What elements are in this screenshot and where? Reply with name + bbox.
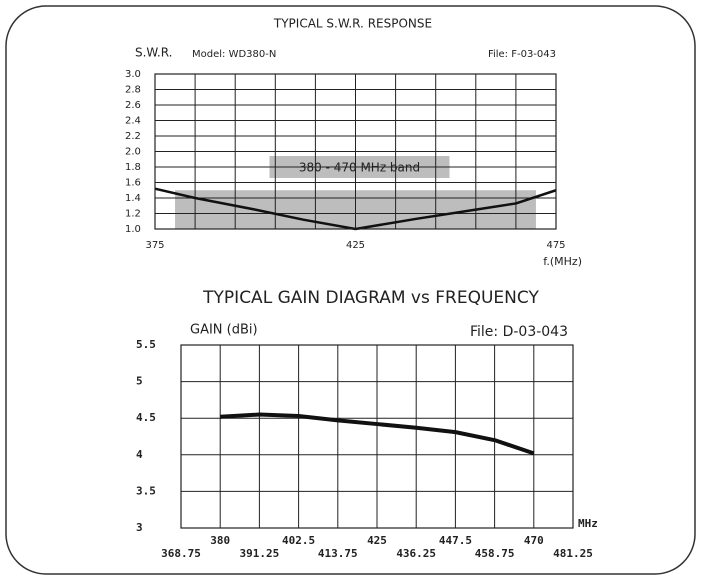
x-tick-label: 413.75	[318, 547, 358, 560]
x-tick-label: 391.25	[240, 547, 280, 560]
y-tick-label: 5.5	[136, 338, 156, 351]
x-tick-label: 368.75	[161, 547, 201, 560]
x-tick-label: 436.25	[396, 547, 436, 560]
swr-model: Model: WD380-N	[192, 49, 276, 60]
x-tick-label: 425	[346, 240, 365, 251]
x-tick-label: 470	[524, 534, 544, 547]
frame	[5, 5, 696, 575]
y-tick-label: 2.4	[125, 116, 141, 127]
x-tick-label: 375	[145, 240, 164, 251]
y-tick-label: 2.0	[125, 147, 141, 158]
x-tick-label: 458.75	[475, 547, 515, 560]
swr-title: TYPICAL S.W.R. RESPONSE	[273, 17, 432, 31]
y-tick-label: 1.8	[125, 162, 141, 173]
y-tick-label: 3.5	[136, 484, 156, 497]
x-tick-label: 447.5	[439, 534, 472, 547]
x-tick-label: 380	[210, 534, 230, 547]
gain-title: TYPICAL GAIN DIAGRAM vs FREQUENCY	[202, 288, 539, 308]
y-tick-label: 2.6	[125, 100, 141, 111]
y-tick-label: 3.0	[125, 69, 141, 80]
y-tick-label: 4.5	[136, 411, 156, 424]
swr-xlabel: f.(MHz)	[543, 255, 582, 268]
y-tick-label: 5	[136, 375, 143, 388]
y-tick-label: 2.8	[125, 85, 141, 96]
plot-border	[154, 73, 557, 230]
y-tick-label: 1.0	[125, 224, 141, 235]
y-tick-label: 3	[136, 521, 143, 534]
x-tick-label: 475	[546, 240, 565, 251]
swr-file: File: F-03-043	[488, 49, 556, 60]
swr-ylabel: S.W.R.	[135, 46, 172, 60]
gain-file: File: D-03-043	[470, 324, 568, 340]
x-tick-label: 402.5	[282, 534, 315, 547]
y-tick-label: 1.2	[125, 209, 141, 220]
x-tick-label: 481.25	[553, 547, 593, 560]
plot-border	[180, 344, 574, 529]
y-tick-label: 1.4	[125, 193, 141, 204]
gain-ylabel: GAIN (dBi)	[190, 323, 258, 338]
y-tick-label: 4	[136, 448, 143, 461]
data-line	[220, 412, 535, 456]
gain-xlabel: MHz	[578, 517, 598, 530]
y-tick-label: 1.6	[125, 178, 141, 189]
y-tick-label: 2.2	[125, 131, 141, 142]
x-tick-label: 425	[367, 534, 387, 547]
